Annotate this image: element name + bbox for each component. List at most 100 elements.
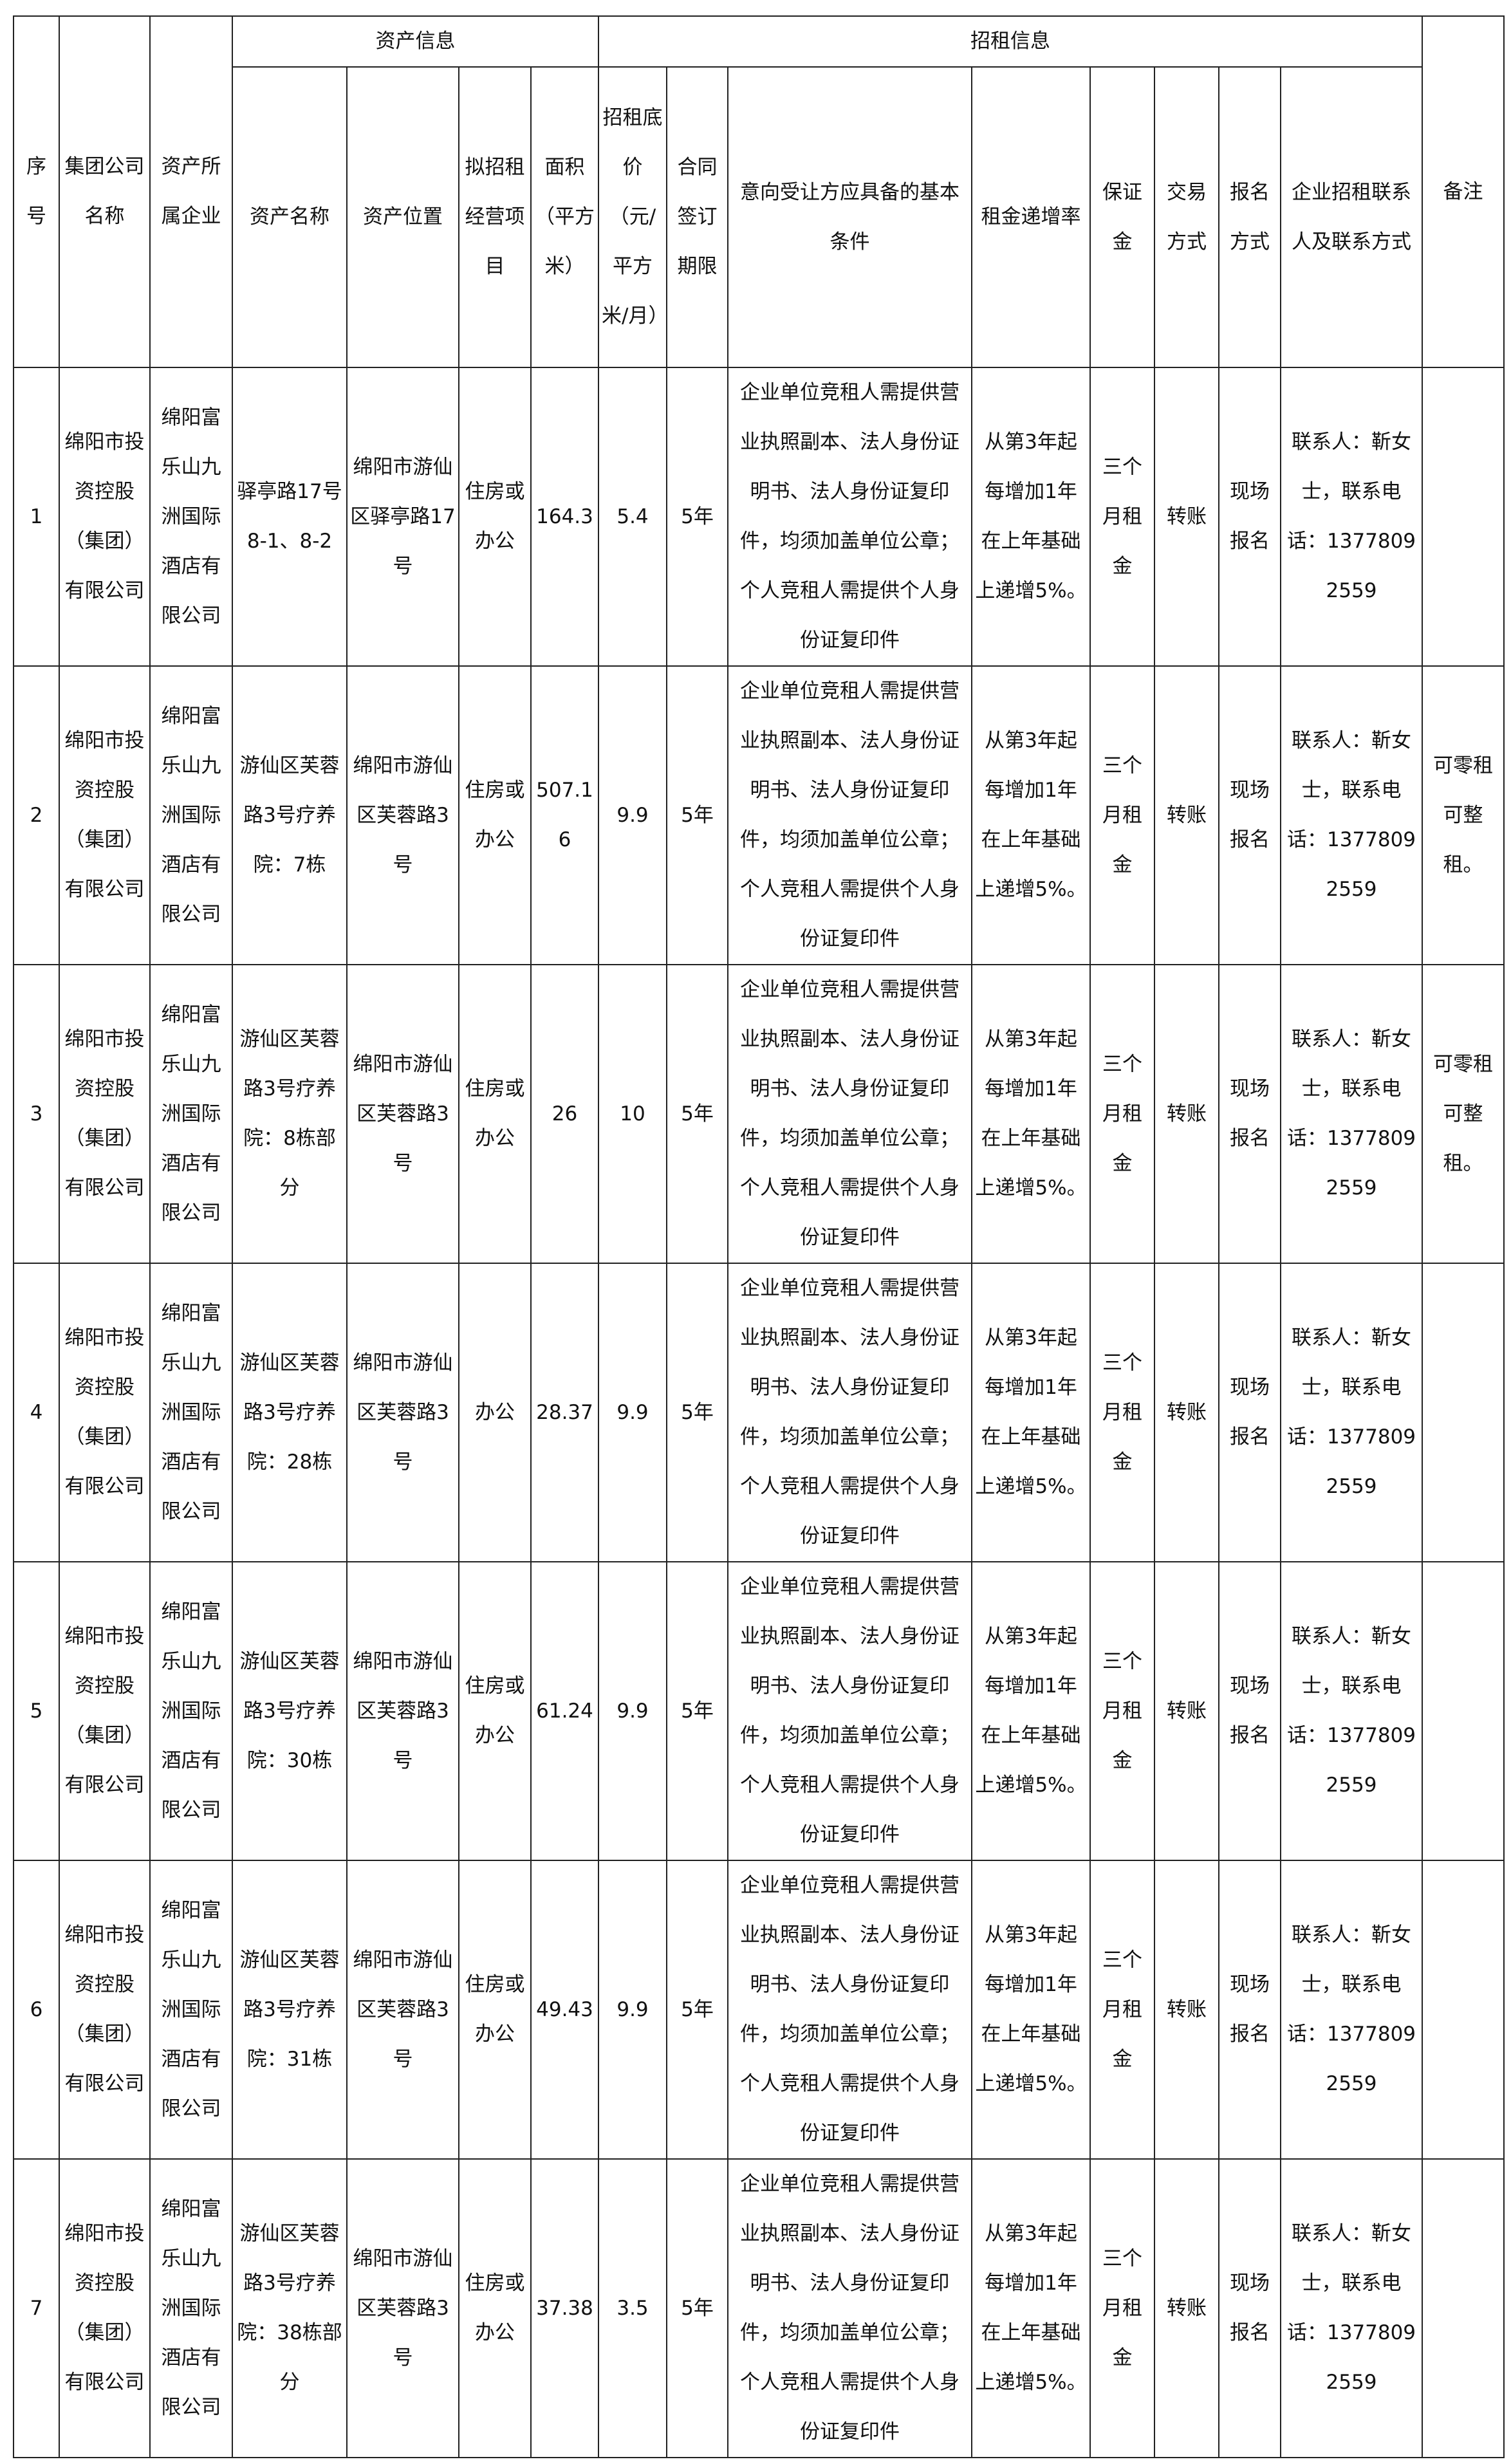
header-seq: 序号: [13, 15, 60, 368]
cell-base-price: 9.9: [598, 1860, 667, 2160]
cell-rent-increase: 从第3年起每增加1年在上年基础上递增5%。: [971, 1860, 1091, 2160]
cell-owner-company: 绵阳富乐山九洲国际酒店有限公司: [149, 1263, 233, 1562]
cell-planned-use: 住房或办公: [458, 367, 532, 667]
cell-contract-term: 5年: [666, 665, 728, 965]
cell-area: 28.37: [530, 1263, 599, 1562]
cell-registration: 现场报名: [1218, 1860, 1281, 2160]
cell-rent-increase: 从第3年起每增加1年在上年基础上递增5%。: [971, 1561, 1091, 1861]
cell-group-company: 绵阳市投资控股（集团）有限公司: [59, 367, 151, 667]
cell-asset-location: 绵阳市游仙区芙蓉路3号: [346, 1561, 459, 1861]
cell-asset-location: 绵阳市游仙区芙蓉路3号: [346, 665, 459, 965]
cell-seq: 1: [13, 367, 60, 667]
table-row: 5 绵阳市投资控股（集团）有限公司 绵阳富乐山九洲国际酒店有限公司 游仙区芙蓉路3号疗…: [13, 1561, 1505, 1861]
cell-asset-name: 驿亭路17号8-1、8-2: [232, 367, 348, 667]
cell-transaction: 转账: [1154, 367, 1219, 667]
cell-planned-use: 住房或办公: [458, 2158, 532, 2458]
cell-group-company: 绵阳市投资控股（集团）有限公司: [59, 1860, 151, 2160]
cell-area: 61.24: [530, 1561, 599, 1861]
cell-registration: 现场报名: [1218, 1561, 1281, 1861]
cell-contact: 联系人：靳女士，联系电话：13778092559: [1280, 665, 1423, 965]
table-row: 3 绵阳市投资控股（集团）有限公司 绵阳富乐山九洲国际酒店有限公司 游仙区芙蓉路3号疗…: [13, 964, 1505, 1264]
cell-remarks: 可零租可整租。: [1422, 964, 1505, 1264]
cell-contact: 联系人：靳女士，联系电话：13778092559: [1280, 1860, 1423, 2160]
header-base-price: 招租底价（元/平方米/月）: [598, 66, 668, 368]
cell-owner-company: 绵阳富乐山九洲国际酒店有限公司: [149, 1561, 233, 1861]
cell-asset-location: 绵阳市游仙区芙蓉路3号: [346, 964, 459, 1264]
header-owner-company: 资产所属企业: [149, 15, 233, 368]
cell-transaction: 转账: [1154, 1860, 1219, 2160]
cell-contact: 联系人：靳女士，联系电话：13778092559: [1280, 1263, 1423, 1562]
cell-area: 26: [530, 964, 599, 1264]
cell-planned-use: 办公: [458, 1263, 532, 1562]
cell-registration: 现场报名: [1218, 1263, 1281, 1562]
cell-base-price: 3.5: [598, 2158, 667, 2458]
cell-registration: 现场报名: [1218, 665, 1281, 965]
header-contract-term: 合同签订期限: [666, 66, 728, 368]
cell-area: 507.16: [530, 665, 599, 965]
cell-contract-term: 5年: [666, 1263, 728, 1562]
cell-base-price: 9.9: [598, 1561, 667, 1861]
cell-asset-location: 绵阳市游仙区芙蓉路3号: [346, 1860, 459, 2160]
cell-remarks: [1422, 1561, 1505, 1861]
header-registration: 报名方式: [1218, 66, 1281, 368]
cell-deposit: 三个月租金: [1089, 1263, 1155, 1562]
cell-group-company: 绵阳市投资控股（集团）有限公司: [59, 964, 151, 1264]
header-area: 面积（平方米）: [530, 66, 599, 368]
header-asset-location: 资产位置: [346, 66, 459, 368]
cell-conditions: 企业单位竞租人需提供营业执照副本、法人身份证明书、法人身份证复印件，均须加盖单位…: [727, 964, 972, 1264]
cell-conditions: 企业单位竞租人需提供营业执照副本、法人身份证明书、法人身份证复印件，均须加盖单位…: [727, 665, 972, 965]
table-row: 6 绵阳市投资控股（集团）有限公司 绵阳富乐山九洲国际酒店有限公司 游仙区芙蓉路3号疗…: [13, 1860, 1505, 2160]
cell-asset-name: 游仙区芙蓉路3号疗养院：38栋部分: [232, 2158, 348, 2458]
table-row: 1 绵阳市投资控股（集团）有限公司 绵阳富乐山九洲国际酒店有限公司 驿亭路17号8-1…: [13, 367, 1505, 667]
cell-conditions: 企业单位竞租人需提供营业执照副本、法人身份证明书、法人身份证复印件，均须加盖单位…: [727, 1860, 972, 2160]
cell-rent-increase: 从第3年起每增加1年在上年基础上递增5%。: [971, 2158, 1091, 2458]
cell-contract-term: 5年: [666, 1561, 728, 1861]
cell-group-company: 绵阳市投资控股（集团）有限公司: [59, 665, 151, 965]
cell-owner-company: 绵阳富乐山九洲国际酒店有限公司: [149, 665, 233, 965]
table-row: 2 绵阳市投资控股（集团）有限公司 绵阳富乐山九洲国际酒店有限公司 游仙区芙蓉路3号疗…: [13, 665, 1505, 965]
cell-asset-name: 游仙区芙蓉路3号疗养院：8栋部分: [232, 964, 348, 1264]
cell-deposit: 三个月租金: [1089, 665, 1155, 965]
cell-deposit: 三个月租金: [1089, 367, 1155, 667]
cell-area: 164.3: [530, 367, 599, 667]
cell-remarks: [1422, 1263, 1505, 1562]
cell-group-company: 绵阳市投资控股（集团）有限公司: [59, 1263, 151, 1562]
cell-base-price: 10: [598, 964, 667, 1264]
cell-asset-location: 绵阳市游仙区驿亭路17号: [346, 367, 459, 667]
table-row: 4 绵阳市投资控股（集团）有限公司 绵阳富乐山九洲国际酒店有限公司 游仙区芙蓉路3号疗…: [13, 1263, 1505, 1562]
cell-transaction: 转账: [1154, 964, 1219, 1264]
cell-owner-company: 绵阳富乐山九洲国际酒店有限公司: [149, 964, 233, 1264]
cell-planned-use: 住房或办公: [458, 665, 532, 965]
header-asset-info: 资产信息: [232, 15, 599, 68]
cell-seq: 3: [13, 964, 60, 1264]
cell-deposit: 三个月租金: [1089, 964, 1155, 1264]
cell-conditions: 企业单位竞租人需提供营业执照副本、法人身份证明书、法人身份证复印件，均须加盖单位…: [727, 1561, 972, 1861]
cell-group-company: 绵阳市投资控股（集团）有限公司: [59, 2158, 151, 2458]
cell-asset-name: 游仙区芙蓉路3号疗养院：7栋: [232, 665, 348, 965]
cell-base-price: 9.9: [598, 665, 667, 965]
table-row: 7 绵阳市投资控股（集团）有限公司 绵阳富乐山九洲国际酒店有限公司 游仙区芙蓉路3号疗…: [13, 2158, 1505, 2458]
cell-remarks: 可零租可整租。: [1422, 665, 1505, 965]
cell-contract-term: 5年: [666, 2158, 728, 2458]
cell-conditions: 企业单位竞租人需提供营业执照副本、法人身份证明书、法人身份证复印件，均须加盖单位…: [727, 367, 972, 667]
header-group-company: 集团公司名称: [59, 15, 151, 368]
cell-planned-use: 住房或办公: [458, 1561, 532, 1861]
cell-asset-location: 绵阳市游仙区芙蓉路3号: [346, 1263, 459, 1562]
header-contact: 企业招租联系人及联系方式: [1280, 66, 1423, 368]
header-rent-increase: 租金递增率: [971, 66, 1091, 368]
cell-rent-increase: 从第3年起每增加1年在上年基础上递增5%。: [971, 964, 1091, 1264]
cell-base-price: 5.4: [598, 367, 667, 667]
header-rental-info: 招租信息: [598, 15, 1423, 68]
cell-contract-term: 5年: [666, 1860, 728, 2160]
rental-listing-table: 序号 集团公司名称 资产所属企业 资产信息 招租信息 备注 资产名称 资产位置 …: [13, 15, 1505, 2458]
cell-owner-company: 绵阳富乐山九洲国际酒店有限公司: [149, 1860, 233, 2160]
cell-conditions: 企业单位竞租人需提供营业执照副本、法人身份证明书、法人身份证复印件，均须加盖单位…: [727, 2158, 972, 2458]
header-deposit: 保证金: [1089, 66, 1155, 368]
cell-remarks: [1422, 2158, 1505, 2458]
cell-registration: 现场报名: [1218, 964, 1281, 1264]
cell-transaction: 转账: [1154, 665, 1219, 965]
cell-remarks: [1422, 1860, 1505, 2160]
cell-rent-increase: 从第3年起每增加1年在上年基础上递增5%。: [971, 367, 1091, 667]
cell-seq: 4: [13, 1263, 60, 1562]
cell-registration: 现场报名: [1218, 2158, 1281, 2458]
